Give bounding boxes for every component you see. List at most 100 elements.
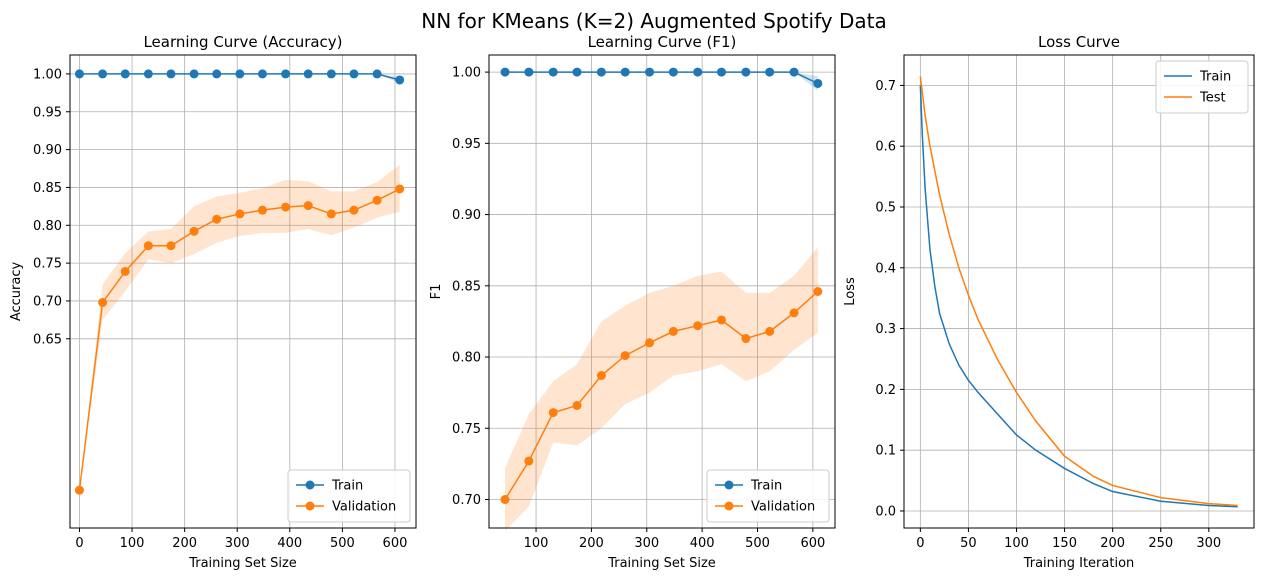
data-point-validation — [212, 214, 222, 224]
data-point-train — [572, 67, 582, 77]
x-tick-label: 300 — [634, 536, 659, 551]
data-point-train — [668, 67, 678, 77]
data-point-train — [120, 69, 130, 79]
x-tick-label: 600 — [800, 536, 825, 551]
chart-title: Learning Curve (F1) — [588, 33, 737, 51]
data-point-train — [98, 69, 108, 79]
data-point-validation — [143, 241, 153, 251]
y-tick-label: 0.7 — [875, 79, 896, 94]
x-axis-label: Training Set Size — [188, 556, 297, 571]
data-point-validation — [765, 326, 775, 336]
data-point-validation — [813, 287, 823, 296]
data-point-validation — [741, 334, 751, 344]
data-point-train — [395, 75, 405, 85]
x-tick-label: 300 — [225, 536, 250, 551]
y-tick-label: 0.95 — [452, 137, 481, 152]
data-point-train — [620, 67, 630, 77]
legend-label-test: Test — [1199, 91, 1226, 106]
x-tick-label: 150 — [1052, 536, 1077, 551]
data-point-validation — [303, 201, 313, 211]
data-point-train — [235, 69, 245, 79]
data-point-validation — [524, 456, 534, 466]
y-tick-label: 0.85 — [452, 279, 481, 294]
data-point-train — [166, 69, 176, 79]
series-line-train — [919, 85, 1238, 508]
y-axis-label: Loss — [843, 277, 858, 306]
legend-marker — [724, 480, 734, 490]
chart-title: Loss Curve — [1038, 33, 1120, 51]
data-point-validation — [572, 400, 582, 410]
x-tick-label: 300 — [1196, 536, 1221, 551]
data-point-train — [257, 69, 267, 79]
y-tick-label: 0.80 — [452, 351, 481, 366]
legend: Train Test — [1155, 60, 1249, 114]
x-tick-label: 50 — [960, 536, 977, 551]
legend-box — [287, 469, 411, 523]
y-tick-label: 0.6 — [875, 140, 896, 155]
legend-box — [1155, 60, 1249, 114]
data-point-train — [74, 69, 84, 79]
x-tick-label: 400 — [277, 536, 302, 551]
data-point-validation — [395, 184, 405, 194]
data-point-validation — [645, 338, 655, 348]
data-point-validation — [668, 326, 678, 336]
y-tick-label: 0.75 — [452, 422, 481, 437]
data-point-train — [281, 69, 291, 79]
data-point-train — [303, 69, 313, 79]
data-point-validation — [189, 226, 199, 236]
x-tick-label: 200 — [172, 536, 197, 551]
data-point-train — [189, 69, 199, 79]
data-point-validation — [235, 209, 245, 219]
x-tick-label: 400 — [690, 536, 715, 551]
y-tick-label: 0.90 — [33, 143, 62, 158]
data-point-validation — [281, 202, 291, 212]
y-tick-label: 0.80 — [33, 219, 62, 234]
data-point-train — [813, 78, 823, 88]
data-point-validation — [717, 315, 727, 325]
data-point-train — [645, 67, 655, 77]
data-point-validation — [620, 351, 630, 361]
axes-frame — [903, 54, 1255, 529]
legend-marker — [305, 480, 315, 490]
legend-label-train: Train — [1199, 70, 1231, 85]
x-tick-label: 200 — [1100, 536, 1125, 551]
axes-frame — [488, 54, 836, 529]
data-point-validation — [98, 297, 108, 307]
x-tick-label: 500 — [745, 536, 770, 551]
data-point-validation — [326, 209, 336, 219]
data-point-train — [500, 67, 510, 77]
data-point-train — [212, 69, 222, 79]
x-tick-label: 100 — [120, 536, 145, 551]
x-axis-label: Training Iteration — [1023, 556, 1135, 571]
data-point-validation — [500, 495, 510, 505]
data-point-train — [693, 67, 703, 77]
legend-box — [706, 469, 830, 523]
y-tick-label: 0.2 — [875, 383, 896, 398]
y-tick-label: 0.1 — [875, 444, 896, 459]
y-tick-label: 0.90 — [452, 208, 481, 223]
chart-title: Learning Curve (Accuracy) — [143, 33, 342, 51]
chart-panel-1: 0 100 200 300 400 500 600 0.65 0.70 0.75 0.80 0.85 0… — [9, 33, 417, 571]
y-tick-label: 0.85 — [33, 181, 62, 196]
y-tick-label: 0.70 — [33, 294, 62, 309]
legend-label-validation: Validation — [751, 500, 815, 515]
data-point-train — [765, 67, 775, 77]
legend-marker — [305, 501, 315, 511]
data-point-validation — [548, 408, 558, 418]
chart-panel-3: 0 50 100 150 200 250 300 0.0 0.1 0.2 0.3 0.4 0.5 0.6 0… — [843, 33, 1255, 571]
x-tick-label: 0 — [916, 536, 924, 551]
y-tick-label: 1.00 — [452, 66, 481, 81]
band-validation — [505, 247, 818, 531]
data-point-train — [596, 67, 606, 77]
legend: Train Validation — [287, 469, 411, 523]
data-point-train — [143, 69, 153, 79]
data-point-validation — [693, 321, 703, 331]
data-point-train — [789, 67, 799, 77]
data-point-validation — [120, 266, 130, 276]
data-point-validation — [74, 485, 84, 495]
data-point-validation — [257, 205, 267, 215]
legend-label-train: Train — [750, 479, 782, 494]
data-point-train — [372, 69, 382, 79]
data-point-validation — [596, 371, 606, 381]
x-tick-label: 500 — [330, 536, 355, 551]
